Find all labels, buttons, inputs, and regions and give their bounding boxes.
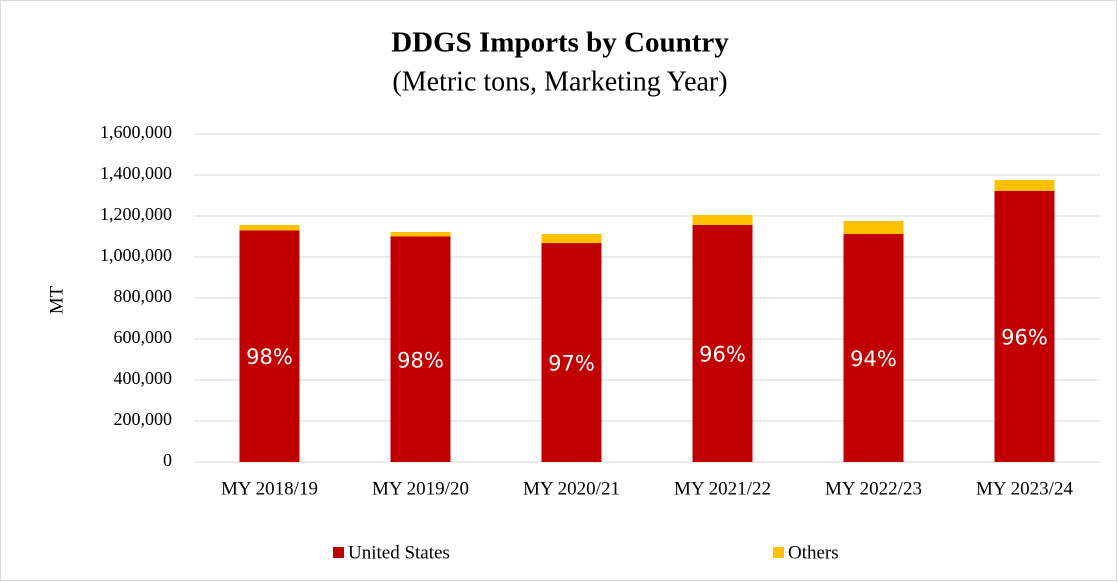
data-label: 94%: [850, 347, 897, 371]
legend-swatch: [773, 547, 784, 558]
bar-segment: [541, 234, 602, 244]
x-tick-label: MY 2019/20: [372, 478, 469, 499]
data-label: 96%: [1001, 325, 1048, 349]
y-tick-label: 600,000: [114, 327, 173, 347]
x-tick-label: MY 2022/23: [825, 478, 922, 499]
bar-segment: [239, 230, 300, 462]
bar-segment: [692, 214, 753, 226]
legend-label: Others: [788, 542, 839, 563]
bar-segment: [994, 190, 1055, 463]
data-label: 97%: [548, 352, 595, 376]
x-tick-label: MY 2020/21: [523, 478, 620, 499]
bar-segment: [843, 234, 904, 462]
y-tick-label: 400,000: [114, 368, 173, 388]
bar-segment: [390, 236, 451, 462]
legend-swatch: [333, 547, 344, 558]
x-tick-label: MY 2018/19: [221, 478, 318, 499]
y-tick-label: 800,000: [114, 286, 173, 306]
data-label: 98%: [397, 348, 444, 372]
y-tick-label: 0: [163, 450, 172, 470]
y-tick-label: 1,200,000: [100, 204, 172, 224]
y-axis-label: MT: [46, 285, 67, 314]
x-tick-label: MY 2021/22: [674, 478, 771, 499]
chart-title: DDGS Imports by Country: [391, 27, 729, 59]
y-tick-label: 1,400,000: [100, 163, 172, 183]
bar-segment: [541, 243, 602, 462]
y-tick-label: 1,600,000: [100, 122, 172, 142]
bar-segment: [843, 220, 904, 235]
y-tick-label: 1,000,000: [100, 245, 172, 265]
data-label: 98%: [246, 345, 293, 369]
bar-segment: [994, 179, 1055, 191]
data-label: 96%: [699, 343, 746, 367]
x-tick-label: MY 2023/24: [976, 478, 1073, 499]
y-tick-label: 200,000: [114, 409, 173, 429]
bar-segment: [390, 231, 451, 237]
legend-label: United States: [348, 542, 450, 563]
bar-segment: [692, 225, 753, 462]
bar-segment: [239, 225, 300, 231]
chart-subtitle: (Metric tons, Marketing Year): [392, 66, 727, 97]
